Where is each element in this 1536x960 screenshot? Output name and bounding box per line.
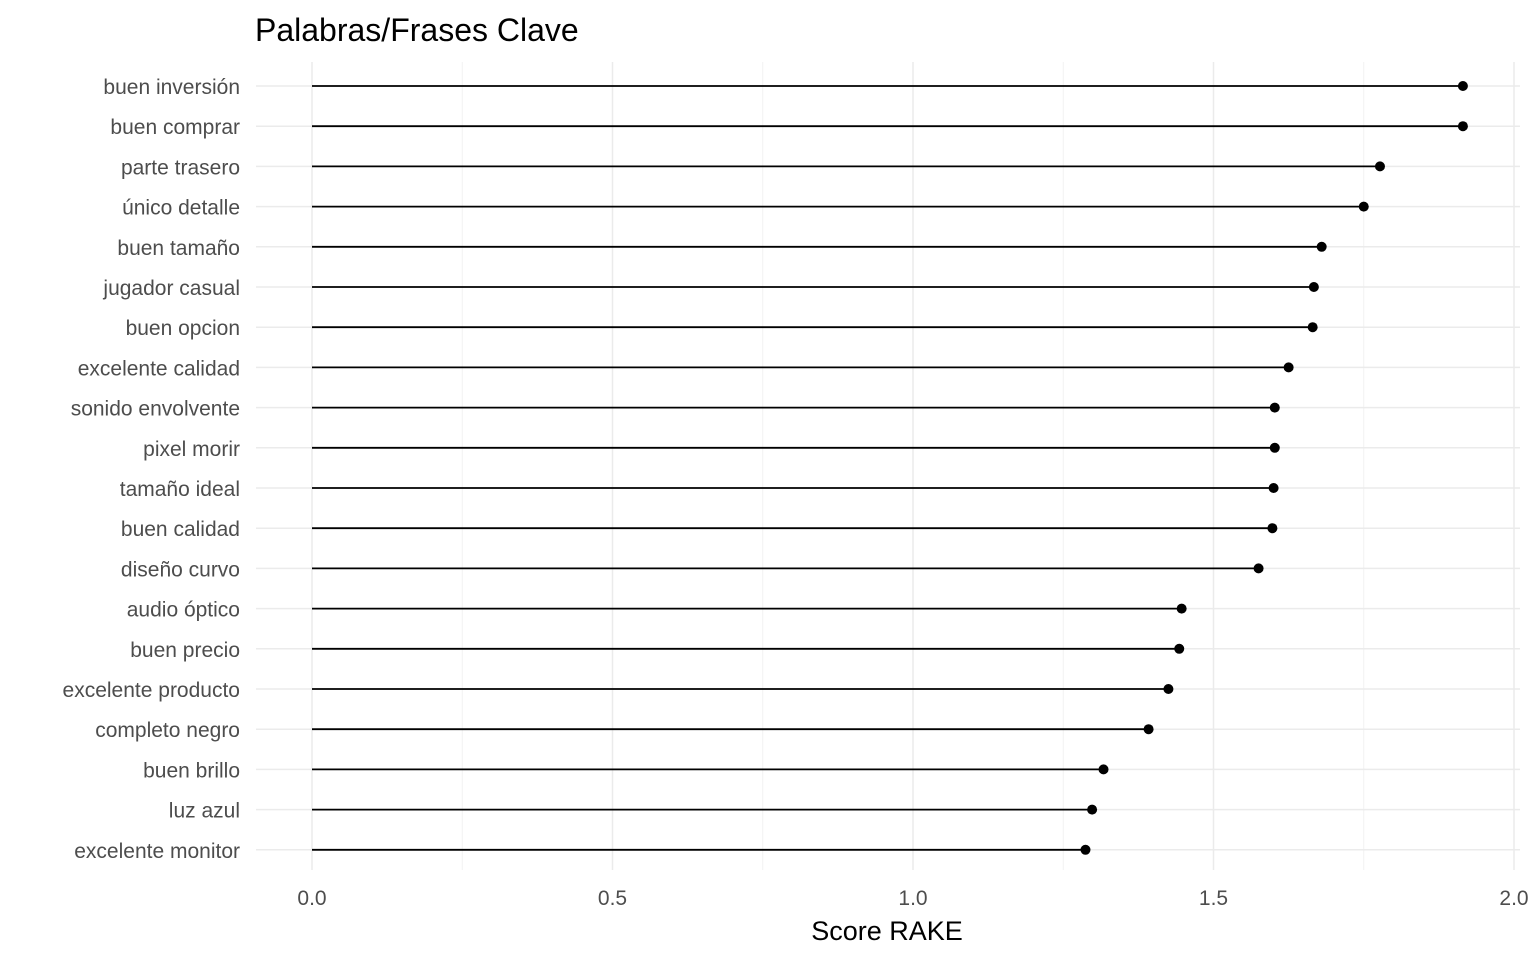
lollipop-point <box>1457 81 1468 91</box>
lollipop-point <box>1176 603 1187 614</box>
chart-title: Palabras/Frases Clave <box>255 12 579 48</box>
x-tick-label: 1.5 <box>1199 887 1228 910</box>
lollipop-point <box>1163 684 1174 694</box>
y-category-label: buen precio <box>130 639 240 662</box>
lollipop-point <box>1358 201 1369 212</box>
y-category-label: buen tamaño <box>117 237 240 260</box>
y-category-label: audio óptico <box>127 599 240 622</box>
lollipop-point <box>1269 442 1280 453</box>
x-tick-label: 0.0 <box>297 887 326 910</box>
lollipop-point <box>1457 121 1468 132</box>
grid <box>256 62 1520 870</box>
lollipop-point <box>1269 402 1280 413</box>
y-category-label: tamaño ideal <box>120 478 240 501</box>
lollipop-point <box>1308 282 1319 292</box>
lollipop-point <box>1080 844 1091 855</box>
y-category-label: completo negro <box>95 719 240 742</box>
y-category-label: único detalle <box>122 197 240 220</box>
lollipop-point <box>1253 563 1264 574</box>
y-category-label: excelente calidad <box>78 357 240 380</box>
y-category-label: buen brillo <box>143 759 240 782</box>
y-category-label: buen comprar <box>110 116 240 139</box>
x-tick-label: 1.0 <box>898 887 927 910</box>
lollipop-point <box>1374 161 1385 172</box>
lollipop-point <box>1174 643 1185 654</box>
x-tick-label: 2.0 <box>1499 887 1528 910</box>
y-category-label: pixel morir <box>143 438 240 461</box>
y-category-label: parte trasero <box>121 156 240 179</box>
y-category-label: buen opcion <box>126 317 240 340</box>
lollipop-point <box>1268 483 1279 493</box>
y-category-label: sonido envolvente <box>71 398 240 421</box>
y-axis-labels: buen inversión buen comprar parte trasero ú… <box>63 76 240 863</box>
lollipop-point <box>1267 523 1278 534</box>
lollipop-point <box>1087 804 1098 815</box>
y-category-label: luz azul <box>169 800 240 823</box>
x-axis-title: Score RAKE <box>811 916 963 946</box>
y-category-label: excelente producto <box>63 679 240 702</box>
lollipop-point <box>1307 322 1318 333</box>
y-category-label: excelente monitor <box>74 840 240 863</box>
lollipop-point <box>1143 724 1154 735</box>
y-category-label: buen calidad <box>121 518 240 541</box>
y-category-label: buen inversión <box>103 76 240 99</box>
lollipop-point <box>1098 764 1109 775</box>
lollipop-point <box>1283 362 1294 373</box>
x-axis-ticks: 0.0 0.5 1.0 1.5 2.0 <box>297 887 1528 910</box>
data-marks <box>312 81 1468 855</box>
y-category-label: jugador casual <box>102 277 240 300</box>
lollipop-point <box>1316 241 1327 252</box>
y-category-label: diseño curvo <box>121 558 240 581</box>
x-tick-label: 0.5 <box>598 887 627 910</box>
